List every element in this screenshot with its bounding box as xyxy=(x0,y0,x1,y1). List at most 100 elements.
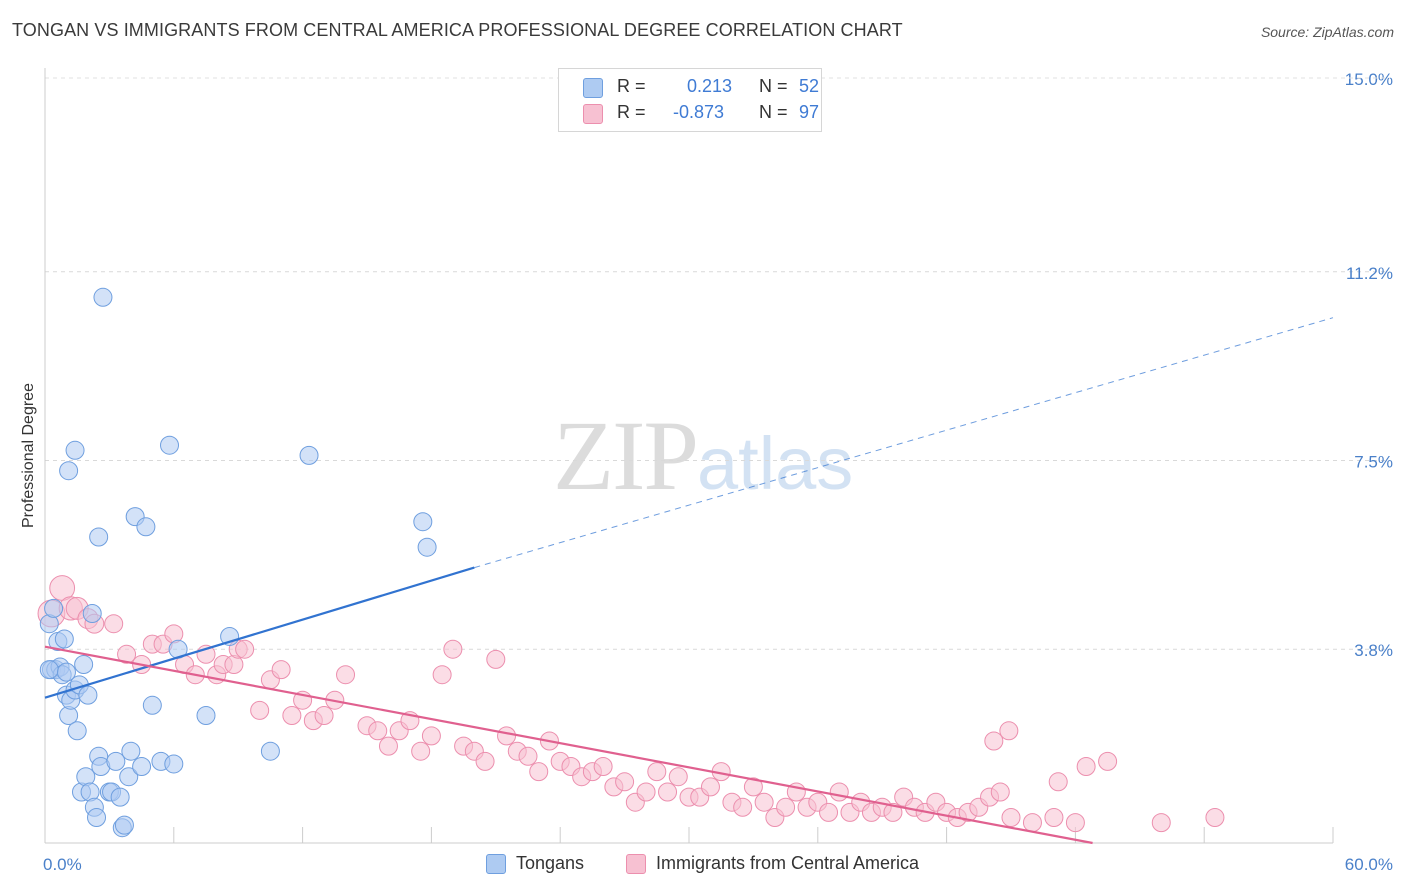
tongans-point xyxy=(136,517,156,537)
immigrants-point xyxy=(593,757,613,776)
tongans-point xyxy=(93,287,113,307)
tongans-point xyxy=(67,721,87,741)
tongans-point xyxy=(110,787,130,807)
legend-r-value: -0.873 xyxy=(673,102,725,122)
tongans-point xyxy=(132,757,152,776)
tongans-point xyxy=(196,706,216,725)
immigrants-point xyxy=(421,726,441,746)
immigrants-point xyxy=(250,700,270,720)
immigrants-point xyxy=(378,736,398,756)
immigrants-point xyxy=(529,762,549,782)
immigrants-point xyxy=(235,639,255,659)
tongans-point xyxy=(413,512,433,532)
y-tick-label: 11.2% xyxy=(1346,264,1393,283)
immigrants-point xyxy=(733,797,753,817)
immigrants-point xyxy=(1048,772,1068,792)
tongans-point xyxy=(39,660,59,680)
tongans-point xyxy=(44,598,64,618)
legend-r-label: R = xyxy=(617,76,646,96)
tongans-point xyxy=(106,751,126,771)
immigrants-trend-line xyxy=(44,645,1093,845)
watermark: ZIPatlas xyxy=(553,398,853,513)
immigrants-point xyxy=(754,792,774,812)
immigrants-point xyxy=(658,782,678,802)
immigrants-point xyxy=(271,660,291,680)
bottom-legend-label-tongans: Tongans xyxy=(516,853,585,873)
y-tick-label: 7.5% xyxy=(1354,453,1393,472)
immigrants-point xyxy=(518,746,538,766)
tongans-point xyxy=(160,435,180,455)
immigrants-point xyxy=(615,772,635,792)
immigrants-point xyxy=(990,782,1010,802)
tongans-point xyxy=(56,662,76,682)
legend-n-label: N = xyxy=(759,102,788,122)
immigrants-point xyxy=(1065,813,1085,833)
y-axis-label: Professional Degree xyxy=(20,383,37,528)
immigrants-point xyxy=(497,726,517,746)
source-label: Source: ZipAtlas.com xyxy=(1260,24,1394,40)
immigrants-point xyxy=(819,802,839,822)
tongans-point xyxy=(78,685,98,705)
immigrants-point xyxy=(1022,813,1042,833)
immigrants-point xyxy=(475,751,495,771)
watermark-zip: ZIP xyxy=(553,400,699,511)
watermark-atlas: atlas xyxy=(697,422,854,505)
immigrants-point xyxy=(443,639,463,659)
x-tick-label: 0.0% xyxy=(43,855,82,874)
legend-r-label: R = xyxy=(617,102,646,122)
tongans-point xyxy=(164,754,184,774)
tongans-point xyxy=(260,741,280,761)
immigrants-point xyxy=(368,721,388,741)
legend-n-value: 97 xyxy=(799,102,820,122)
legend-swatch-tongans xyxy=(583,78,603,98)
tongans-trend-line xyxy=(44,566,475,699)
immigrants-point xyxy=(336,665,356,685)
bottom-legend-swatch-immigrants xyxy=(626,854,646,874)
tongans-point xyxy=(89,527,109,547)
legend-n-value: 52 xyxy=(799,76,820,96)
tongans-point xyxy=(417,537,437,557)
legend-n-label: N = xyxy=(759,76,788,96)
y-tick-label: 15.0% xyxy=(1345,70,1393,89)
immigrants-point xyxy=(1076,757,1096,776)
legend-r-value: 0.213 xyxy=(687,76,733,96)
bottom-legend-label-immigrants: Immigrants from Central America xyxy=(656,853,920,873)
immigrants-point xyxy=(984,731,1004,751)
chart-title: TONGAN VS IMMIGRANTS FROM CENTRAL AMERIC… xyxy=(12,20,903,40)
tongans-point xyxy=(114,815,134,835)
immigrants-point xyxy=(117,644,137,664)
immigrants-point xyxy=(668,767,688,787)
tongans-trend-extension xyxy=(474,317,1334,569)
tongans-point xyxy=(59,461,79,481)
immigrants-point xyxy=(314,706,334,725)
legend-swatch-immigrants xyxy=(583,104,603,124)
immigrants-point xyxy=(743,777,763,797)
tongans-point xyxy=(74,655,94,674)
tongans-point xyxy=(119,767,139,787)
correlation-legend: R = 0.213 N = 52 R = -0.873 N = 97 xyxy=(558,68,822,132)
immigrants-point xyxy=(1044,808,1064,827)
immigrants-point xyxy=(776,797,796,817)
immigrants-point xyxy=(636,782,656,802)
immigrants-point xyxy=(432,665,452,685)
immigrants-point xyxy=(999,721,1019,741)
immigrants-point xyxy=(486,649,506,669)
tongans-point xyxy=(142,695,162,715)
y-tick-label: 3.8% xyxy=(1354,641,1393,660)
immigrants-point xyxy=(282,706,302,725)
immigrants-point xyxy=(829,782,849,802)
tongans-point xyxy=(299,445,319,465)
immigrants-point xyxy=(1098,751,1118,771)
tongans-point xyxy=(82,604,102,623)
bottom-legend-swatch-tongans xyxy=(486,854,506,874)
tongans-point xyxy=(87,808,107,827)
immigrants-point xyxy=(647,762,667,782)
tongans-point xyxy=(54,629,74,649)
x-tick-label: 60.0% xyxy=(1345,855,1393,874)
immigrants-point xyxy=(1151,813,1171,833)
tongans-point xyxy=(121,741,141,761)
immigrants-point xyxy=(700,777,720,797)
immigrants-point xyxy=(104,614,124,634)
immigrants-point xyxy=(1205,808,1225,827)
